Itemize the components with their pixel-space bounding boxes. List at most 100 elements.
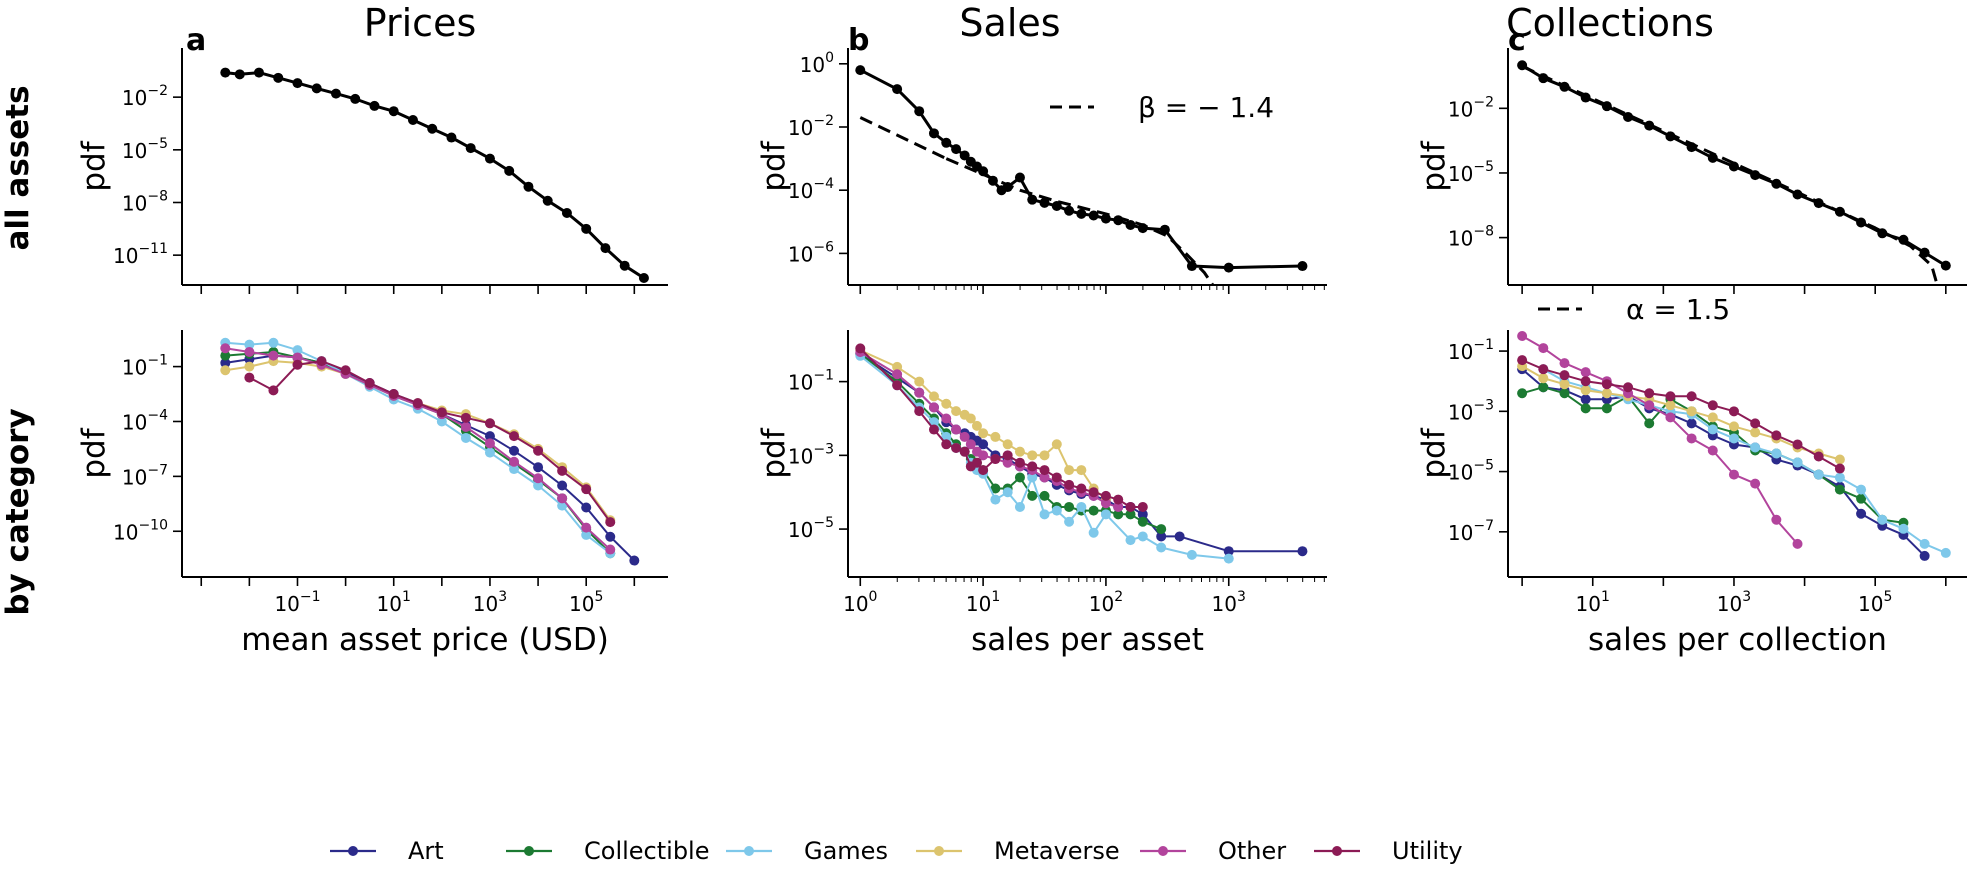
data-point-utility bbox=[1601, 379, 1612, 390]
data-point-utility bbox=[1580, 376, 1591, 387]
data-point-utility bbox=[1125, 501, 1136, 512]
data-point-data bbox=[1088, 210, 1099, 221]
data-point-other bbox=[892, 369, 903, 380]
data-point-data bbox=[1159, 224, 1170, 235]
data-point-games bbox=[1707, 424, 1718, 435]
data-point-games bbox=[1186, 549, 1197, 560]
data-point-collectible bbox=[1088, 505, 1099, 516]
data-point-metaverse bbox=[1076, 465, 1087, 476]
data-point-data bbox=[427, 123, 438, 134]
data-point-games bbox=[990, 494, 1001, 505]
data-point-games bbox=[460, 432, 471, 443]
data-point-data bbox=[1014, 172, 1025, 183]
data-point-utility bbox=[1039, 465, 1050, 476]
x-axis-label: sales per collection bbox=[1588, 622, 1887, 658]
x-tick-label: 102 bbox=[1089, 589, 1123, 616]
data-point-games bbox=[1834, 472, 1845, 483]
data-point-utility bbox=[1728, 406, 1739, 417]
data-point-utility bbox=[978, 465, 989, 476]
data-point-utility bbox=[412, 398, 423, 409]
data-point-collectible bbox=[1834, 484, 1845, 495]
data-point-other bbox=[1771, 514, 1782, 525]
data-point-metaverse bbox=[965, 413, 976, 424]
data-point-games bbox=[941, 431, 952, 442]
data-point-games bbox=[1856, 484, 1867, 495]
data-point-metaverse bbox=[1580, 385, 1591, 396]
data-point-data bbox=[1125, 219, 1136, 230]
data-point-games bbox=[292, 345, 303, 356]
data-point-utility bbox=[1644, 388, 1655, 399]
legend-entry-other: Other bbox=[1140, 837, 1286, 865]
data-point-collectible bbox=[220, 350, 231, 361]
data-point-other bbox=[268, 350, 279, 361]
data-point-metaverse bbox=[1750, 427, 1761, 438]
data-point-data bbox=[1517, 60, 1528, 71]
data-point-utility bbox=[892, 380, 903, 391]
data-point-utility bbox=[557, 465, 568, 476]
panel-letter-a: a bbox=[186, 23, 206, 58]
data-point-games bbox=[1064, 516, 1075, 527]
data-point-data bbox=[1940, 260, 1951, 271]
data-point-data bbox=[638, 272, 649, 283]
data-point-other bbox=[581, 522, 592, 533]
data-point-data bbox=[484, 153, 495, 164]
data-point-data bbox=[1137, 223, 1148, 234]
data-point-other bbox=[460, 421, 471, 432]
panel-a-top: 10−2 10−5 10−8 10−11 pdf bbox=[76, 48, 668, 294]
data-point-games bbox=[1919, 538, 1930, 549]
legend-swatch-marker bbox=[1158, 846, 1168, 856]
data-point-other bbox=[1792, 538, 1803, 549]
legend-swatch-marker bbox=[348, 846, 358, 856]
legend-entry-utility: Utility bbox=[1314, 837, 1463, 865]
data-point-metaverse bbox=[892, 361, 903, 372]
data-point-art bbox=[1580, 394, 1591, 405]
column-title-prices: Prices bbox=[364, 1, 477, 45]
data-point-other bbox=[1750, 478, 1761, 489]
data-point-metaverse bbox=[1014, 446, 1025, 457]
data-point-collectible bbox=[1125, 509, 1136, 520]
data-point-games bbox=[1792, 457, 1803, 468]
legend-swatch-marker bbox=[524, 846, 534, 856]
data-point-games bbox=[1088, 527, 1099, 538]
data-point-art bbox=[605, 531, 616, 542]
data-point-utility bbox=[1559, 370, 1570, 381]
data-point-utility bbox=[1100, 490, 1111, 501]
data-point-data bbox=[951, 144, 962, 155]
data-point-data bbox=[1223, 262, 1234, 273]
data-point-collectible bbox=[1039, 490, 1050, 501]
data-point-utility bbox=[605, 517, 616, 528]
data-point-art bbox=[1137, 509, 1148, 520]
column-title-collections: Collections bbox=[1506, 1, 1714, 45]
data-point-utility bbox=[1771, 430, 1782, 441]
data-point-utility bbox=[1665, 391, 1676, 402]
data-point-games bbox=[928, 417, 939, 428]
data-point-art bbox=[557, 480, 568, 491]
series-line-games bbox=[225, 341, 611, 554]
data-point-data bbox=[600, 243, 611, 254]
data-point-metaverse bbox=[1686, 406, 1697, 417]
data-point-collectible bbox=[1644, 418, 1655, 429]
data-point-data bbox=[1051, 201, 1062, 211]
row-label-by-category: by category bbox=[0, 408, 36, 615]
data-point-games bbox=[1039, 509, 1050, 520]
data-point-collectible bbox=[1064, 501, 1075, 512]
data-point-metaverse bbox=[951, 406, 962, 417]
x-tick-label: 100 bbox=[843, 589, 877, 616]
data-point-art bbox=[1297, 546, 1308, 557]
y-axis-label: pdf bbox=[756, 140, 792, 191]
data-point-games bbox=[1771, 448, 1782, 459]
data-point-games bbox=[1137, 531, 1148, 542]
data-point-utility bbox=[460, 412, 471, 423]
data-point-other bbox=[292, 352, 303, 363]
data-point-metaverse bbox=[1027, 450, 1038, 461]
data-point-data bbox=[1898, 234, 1909, 245]
y-tick-label: 10−4 bbox=[122, 407, 168, 434]
data-point-metaverse bbox=[1834, 454, 1845, 465]
data-point-utility bbox=[1088, 487, 1099, 498]
data-point-utility bbox=[316, 356, 327, 367]
data-point-data bbox=[1856, 217, 1867, 228]
data-point-data bbox=[892, 84, 903, 95]
series-line-collectible bbox=[225, 351, 612, 554]
data-point-games bbox=[1728, 433, 1739, 444]
data-point-data bbox=[581, 223, 592, 234]
